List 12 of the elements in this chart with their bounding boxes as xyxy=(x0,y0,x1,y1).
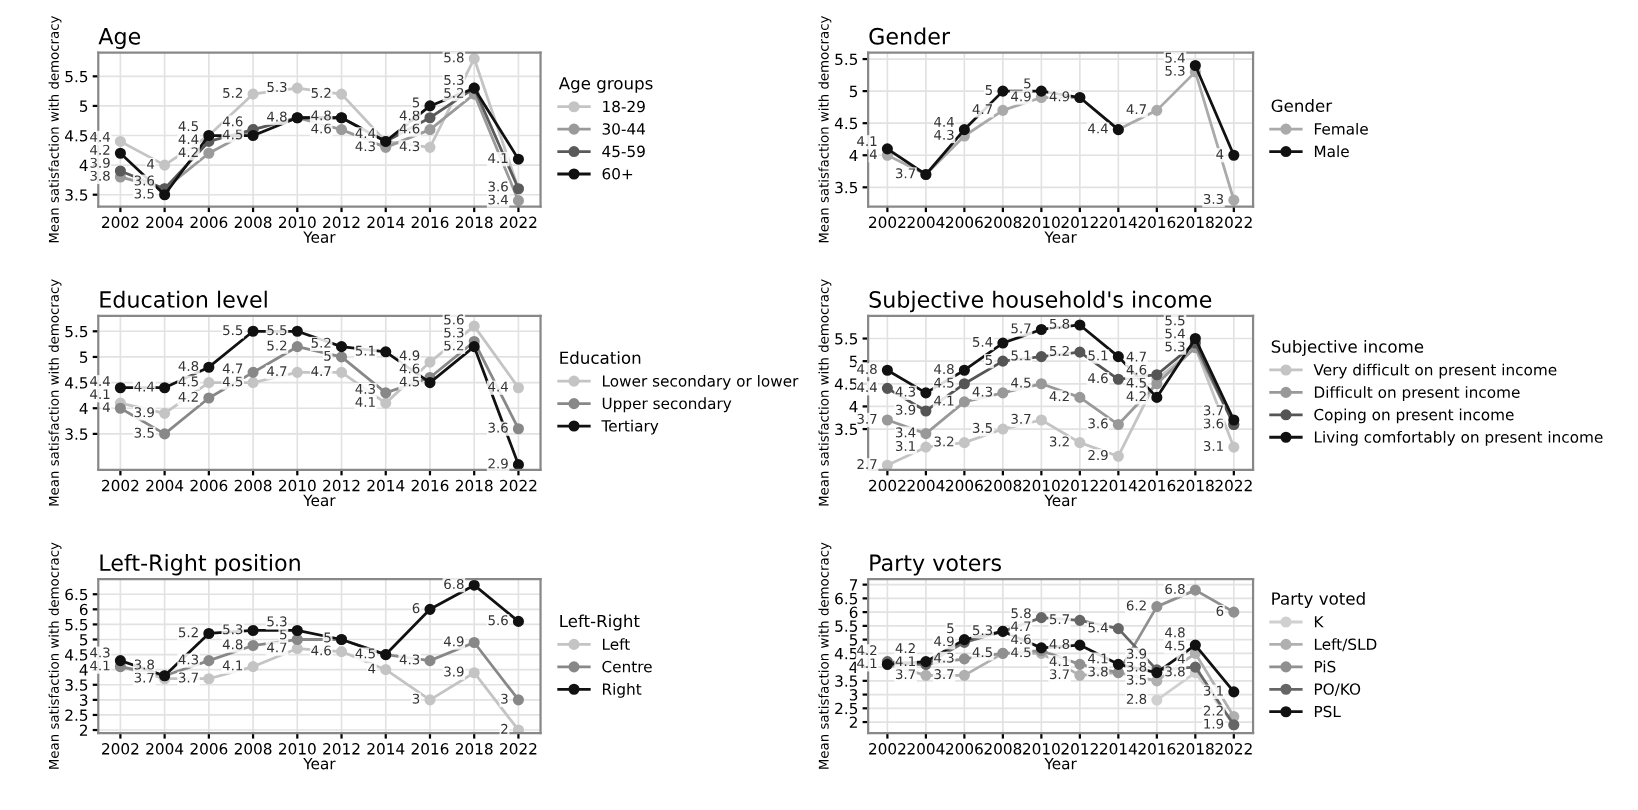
legend-title: Age groups xyxy=(558,77,653,93)
legend-title: Subjective income xyxy=(1271,339,1424,357)
legend-title: Party voted xyxy=(1272,591,1365,609)
chart-title: Education level xyxy=(100,290,267,308)
chart-title: Left-Right position xyxy=(100,553,300,576)
legend-title: Gender xyxy=(1271,99,1333,113)
chart-title: Party voters xyxy=(870,554,1001,576)
chart-title: Subjective household's income xyxy=(869,290,1212,313)
chart-title: Gender xyxy=(869,27,951,45)
legend-title: Left-Right xyxy=(560,614,640,631)
legend-title: Education xyxy=(560,351,641,365)
chart-title: Age xyxy=(98,28,141,49)
